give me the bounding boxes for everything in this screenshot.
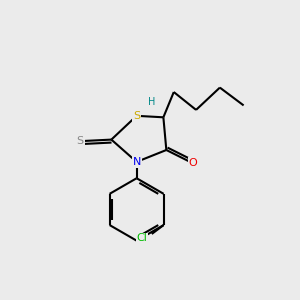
Text: S: S [76, 136, 84, 146]
Text: N: N [132, 157, 141, 167]
Text: H: H [148, 98, 155, 107]
Text: Cl: Cl [136, 233, 147, 243]
Text: S: S [133, 111, 140, 121]
Text: O: O [189, 158, 197, 168]
